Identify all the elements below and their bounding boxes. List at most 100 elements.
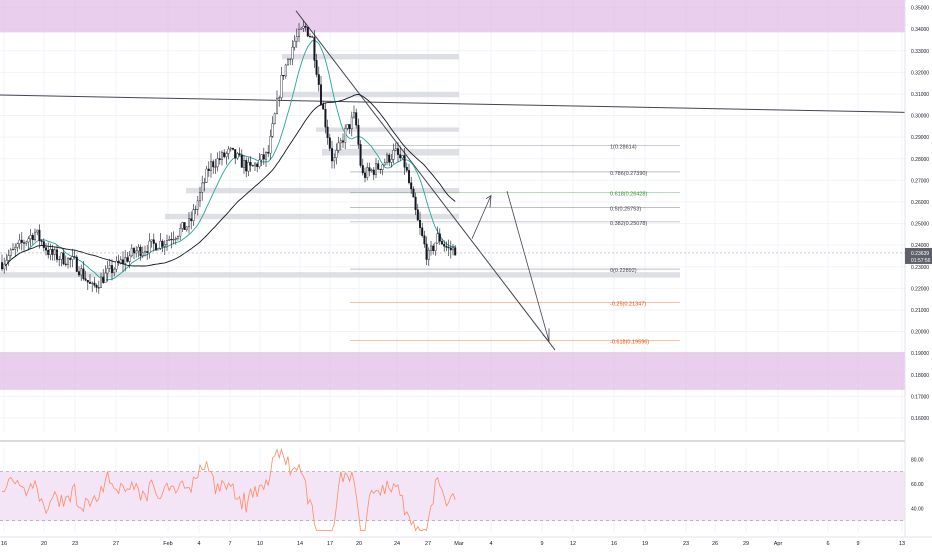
candle-body-77 [170, 239, 173, 241]
candle-body-73 [161, 240, 164, 247]
candle-body-206 [454, 247, 457, 256]
candle-body-49 [108, 265, 111, 269]
candle-body-108 [238, 153, 241, 155]
candle-body-39 [86, 280, 89, 283]
price-tick-2: 0.33000 [911, 49, 929, 55]
candle-body-103 [227, 148, 230, 154]
price-tick-15: 0.20000 [911, 330, 929, 336]
candle-body-189 [416, 209, 419, 221]
rsi-tick-0: 80.00 [911, 457, 924, 463]
candle-body-162 [357, 124, 360, 145]
candle-body-172 [379, 169, 382, 171]
time-tick-1: 20 [41, 541, 47, 547]
candle-body-116 [256, 163, 259, 167]
sr-level-6 [0, 272, 680, 278]
candle-body-21 [47, 250, 50, 255]
candle-body-83 [183, 222, 186, 230]
candle-body-12 [27, 238, 30, 243]
fib-label-2: 0.618(0.26428) [610, 192, 647, 198]
time-tick-3: 27 [113, 541, 119, 547]
candle-body-2 [5, 260, 8, 265]
candle-body-85 [187, 218, 190, 228]
candle-body-71 [157, 248, 160, 251]
candle-body-170 [375, 163, 378, 175]
time-tick-7: 10 [257, 541, 263, 547]
candle-body-81 [179, 228, 182, 237]
candle-body-161 [355, 112, 358, 126]
candle-body-67 [148, 240, 151, 253]
candle-body-205 [452, 247, 455, 251]
candle-body-53 [117, 260, 120, 264]
candle-body-111 [245, 160, 248, 172]
time-tick-22: Apr [774, 541, 783, 547]
time-tick-4: Feb [163, 541, 172, 547]
candle-body-59 [130, 248, 133, 257]
candle-body-186 [410, 182, 413, 190]
price-tick-13: 0.22000 [911, 286, 929, 292]
candle-body-88 [194, 208, 197, 210]
candle-body-37 [82, 268, 85, 279]
candle-body-156 [344, 128, 347, 143]
candle-body-174 [383, 162, 386, 166]
candle-body-139 [306, 27, 309, 37]
price-tick-16: 0.19000 [911, 351, 929, 357]
candle-body-58 [128, 255, 131, 262]
candle-body-118 [260, 154, 263, 161]
candle-body-48 [106, 268, 109, 274]
candle-body-72 [159, 240, 162, 249]
zone-1 [0, 352, 905, 390]
time-tick-21: 29 [743, 541, 749, 547]
candle-body-60 [132, 248, 135, 254]
candle-body-176 [388, 154, 391, 163]
candle-body-112 [247, 162, 250, 172]
candle-body-28 [62, 252, 65, 265]
candle-body-64 [141, 252, 144, 256]
candle-body-181 [399, 154, 402, 159]
ma-slow [1, 94, 456, 270]
candle-body-97 [214, 166, 217, 168]
rsi-line [1, 448, 456, 532]
candle-body-184 [405, 167, 408, 171]
candle-body-32 [71, 256, 74, 260]
candle-body-6 [14, 247, 17, 250]
candle-body-8 [18, 239, 21, 244]
candle-body-80 [176, 235, 179, 239]
candle-body-182 [401, 155, 404, 159]
price-tick-18: 0.17000 [911, 394, 929, 400]
candle-body-198 [436, 233, 439, 244]
grid [0, 0, 905, 533]
candle-body-171 [377, 163, 380, 170]
price-tick-10: 0.25000 [911, 222, 929, 228]
sr-level-2 [316, 127, 459, 132]
candle-body-168 [370, 169, 373, 171]
candle-body-121 [267, 151, 270, 154]
time-tick-16: 12 [570, 541, 576, 547]
fibonacci-retracement: 1(0.28614) 0.786(0.27390) 0.618(0.26428) 0.… [350, 144, 680, 345]
candle-body-15 [34, 231, 37, 241]
fib-label-4: 0.382(0.25078) [610, 221, 647, 227]
candle-body-147 [324, 109, 327, 128]
candle-body-86 [190, 218, 193, 222]
rsi-band [0, 471, 905, 521]
candle-body-105 [231, 147, 234, 150]
candle-body-113 [249, 162, 252, 166]
time-tick-23: 6 [826, 541, 829, 547]
candle-body-29 [64, 263, 67, 265]
candle-body-69 [152, 239, 155, 244]
projection-up-head [485, 194, 492, 208]
candle-body-192 [423, 235, 426, 245]
candle-body-185 [408, 170, 411, 183]
candle-body-196 [432, 245, 435, 252]
candle-body-126 [278, 97, 281, 99]
candle-body-101 [223, 152, 226, 158]
candle-body-148 [326, 126, 329, 138]
candle-body-70 [154, 243, 157, 251]
fib-label-0: 1(0.28614) [610, 144, 637, 150]
fib-label-1: 0.786(0.27390) [610, 171, 647, 177]
candle-body-115 [253, 163, 256, 167]
candle-body-94 [207, 168, 210, 171]
candle-body-165 [364, 172, 367, 178]
candle-body-145 [320, 84, 323, 105]
